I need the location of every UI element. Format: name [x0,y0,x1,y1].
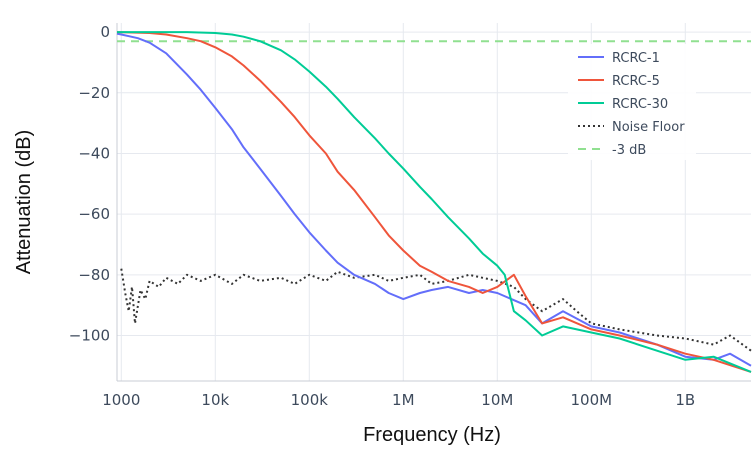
y-tick-label: 0 [100,23,110,41]
legend: RCRC-1 RCRC-5 RCRC-30 Noise Floor -3 dB [568,44,696,160]
y-axis-ticks: 0 −20 −40 −60 −80 −100 [69,23,110,344]
x-tick-label: 1M [392,391,415,409]
x-axis-title: Frequency (Hz) [363,424,501,446]
y-axis-title: Attenuation (dB) [13,130,35,275]
y-tick-label: −40 [78,144,110,162]
series-line-rcrc-1 [116,32,752,367]
x-tick-label: 10M [481,391,513,409]
legend-label: RCRC-30 [612,97,668,112]
legend-label: RCRC-1 [612,51,660,66]
y-tick-label: −60 [78,205,110,223]
x-tick-label: 1B [675,391,695,409]
series-line-rcrc-30 [117,31,752,373]
legend-label: RCRC-5 [612,74,660,89]
y-tick-label: −20 [78,84,110,102]
x-tick-label: 1000 [102,391,140,409]
x-axis-ticks: 1000 10k 100k 1M 10M 100M 1B [102,391,695,409]
y-tick-label: −80 [78,266,110,284]
series-line-rcrc-5 [116,31,752,373]
y-tick-label: −100 [69,326,110,344]
x-tick-label: 100M [571,391,613,409]
legend-label: Noise Floor [612,120,685,135]
plot-area [116,31,752,373]
x-tick-label: 10k [201,391,229,409]
legend-label: -3 dB [612,143,646,158]
x-tick-label: 100k [291,391,329,409]
series-line-noise-floor [120,268,752,352]
